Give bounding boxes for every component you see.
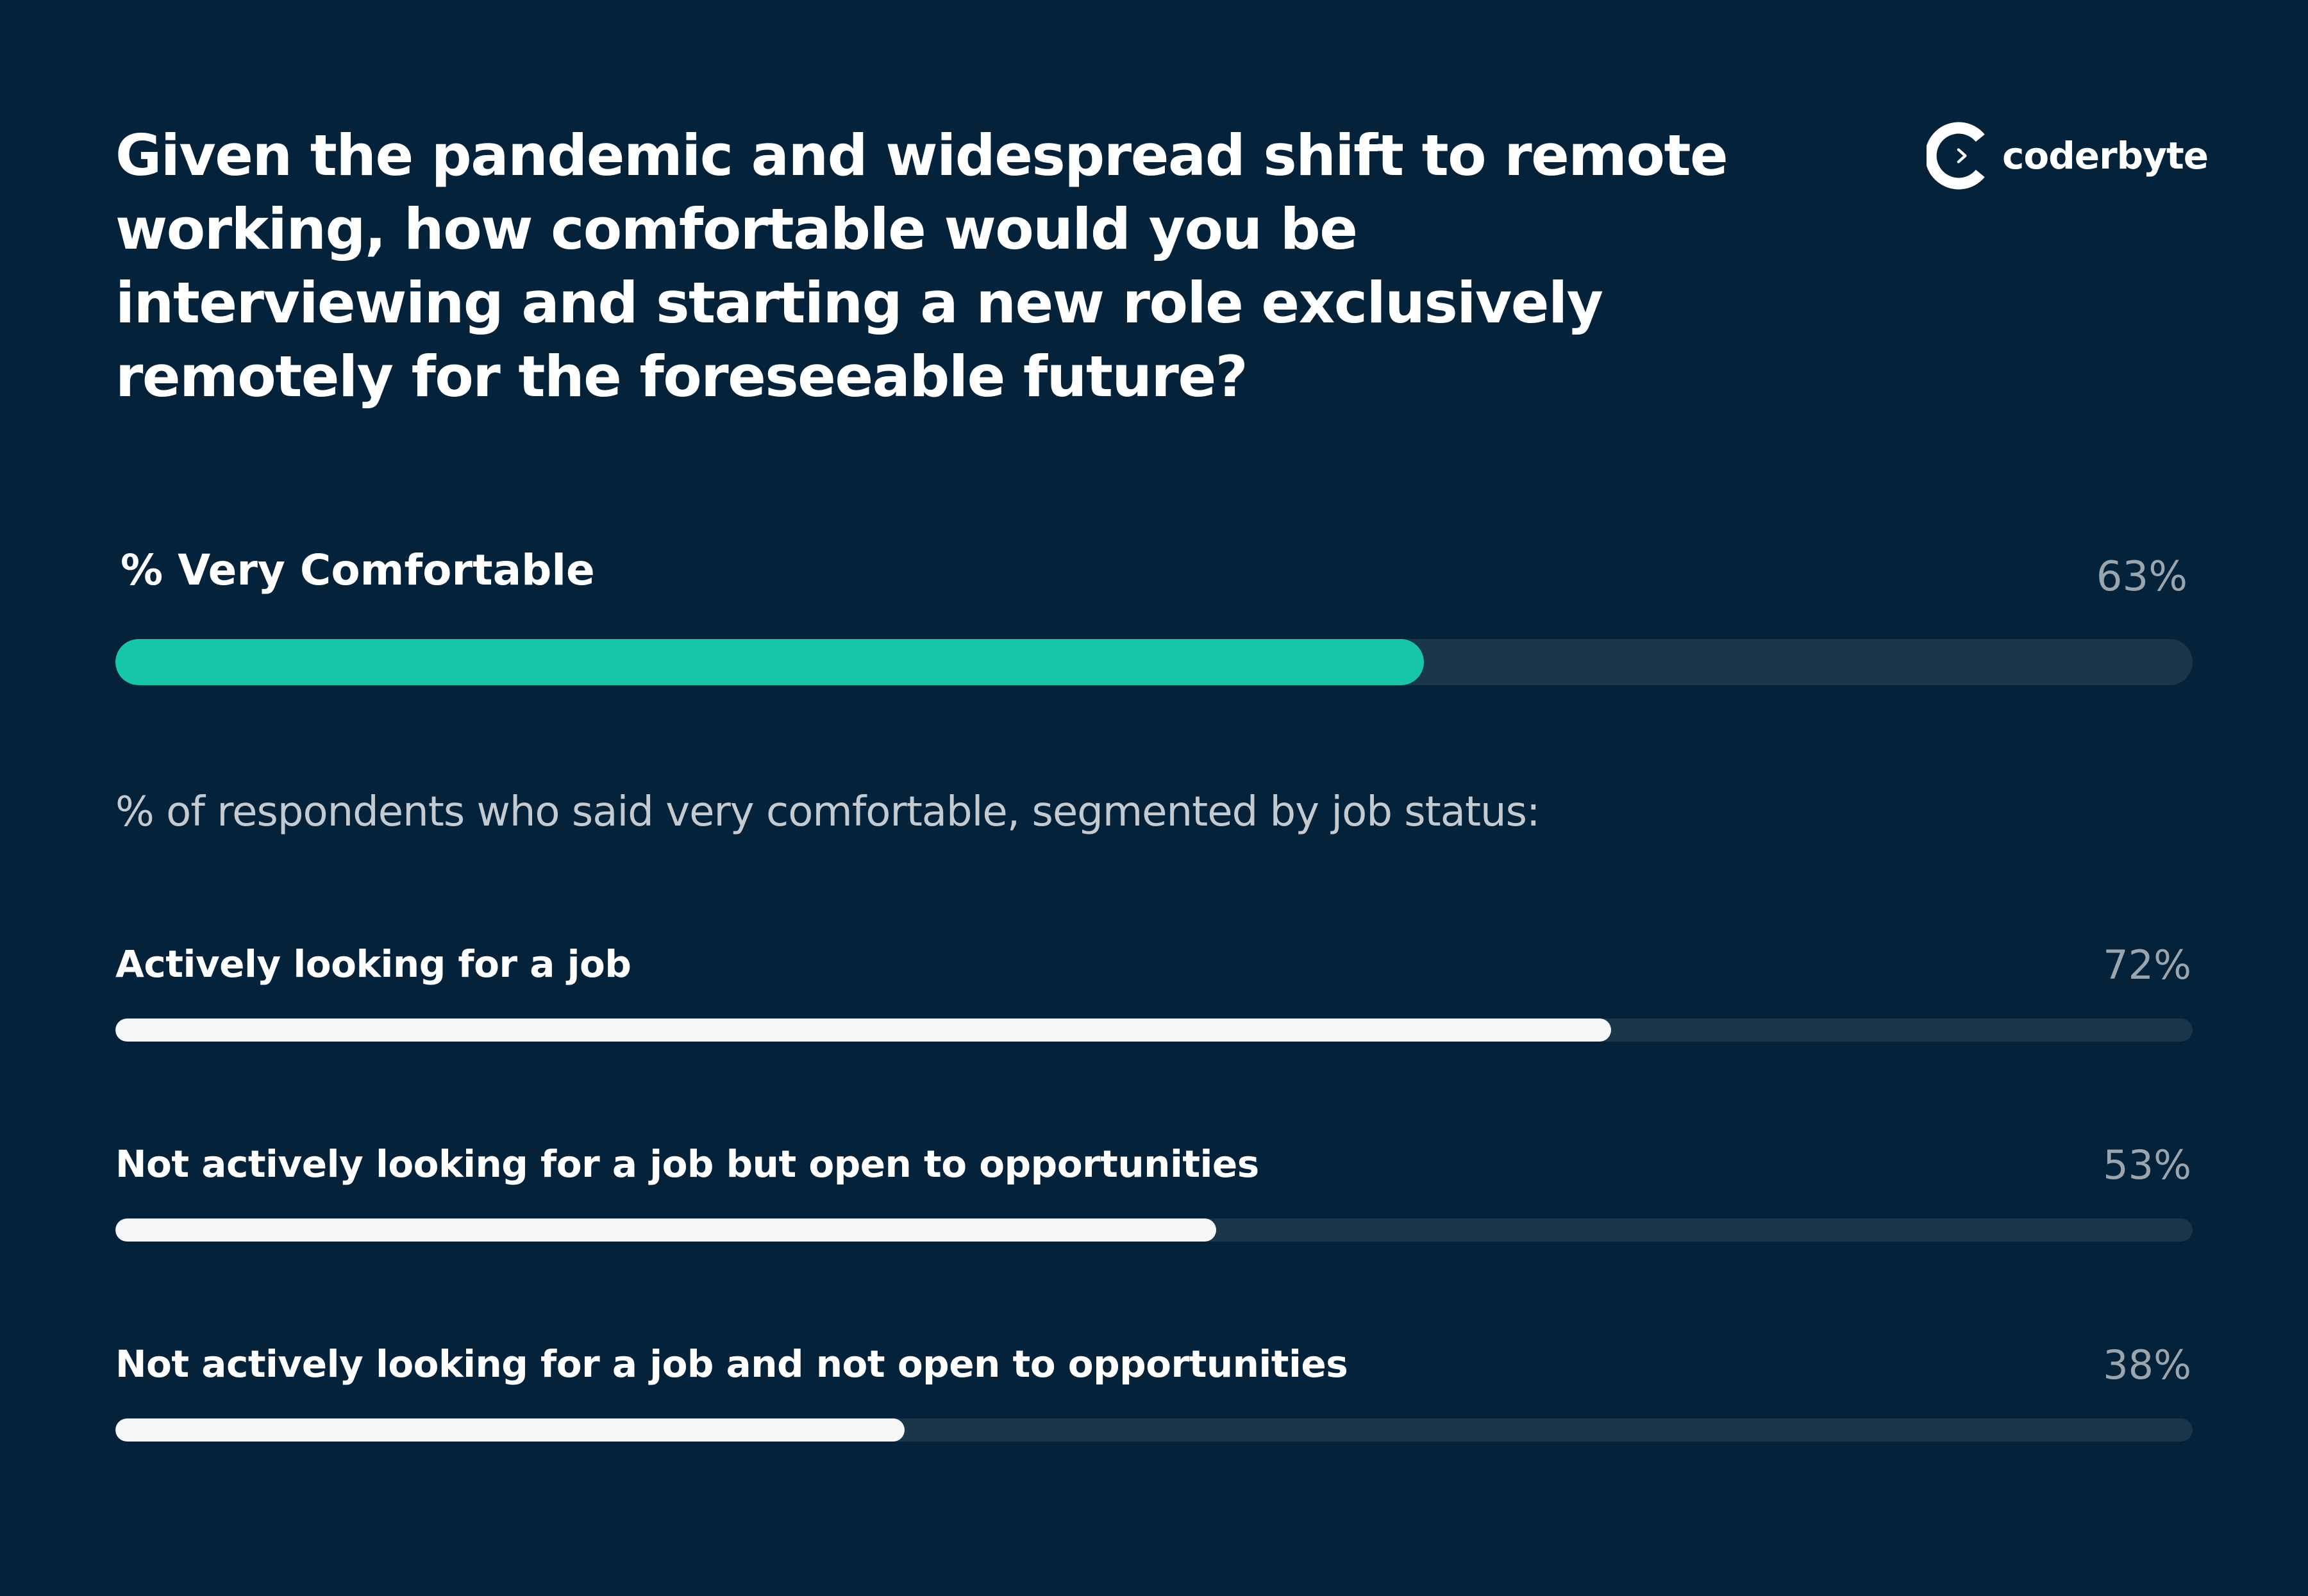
bar-fill-open-to-opportunities [115,1218,1217,1242]
bar-value-very-comfortable: 63% [2096,553,2187,601]
bar-value-open-to-opportunities: 53% [2103,1142,2191,1188]
brand-name: coderbyte [2002,134,2209,178]
brand-logo: coderbyte [1927,119,2209,192]
segment-subtitle: % of respondents who said very comfortab… [115,788,1540,836]
bar-track-open-to-opportunities [115,1218,2193,1242]
bar-fill-actively-looking [115,1018,1611,1042]
bar-fill-very-comfortable [115,639,1425,685]
bar-label-not-open-to-opportunities: Not actively looking for a job and not o… [115,1342,1348,1386]
bar-fill-not-open-to-opportunities [115,1418,905,1442]
bar-label-actively-looking: Actively looking for a job [115,942,631,986]
page-title: Given the pandemic and widespread shift … [115,122,1728,410]
bar-value-actively-looking: 72% [2103,942,2191,988]
bar-track-not-open-to-opportunities [115,1418,2193,1442]
bar-track-actively-looking [115,1018,2193,1042]
coderbyte-logo-icon [1927,122,1985,190]
bar-label-open-to-opportunities: Not actively looking for a job but open … [115,1142,1259,1186]
bar-value-not-open-to-opportunities: 38% [2103,1342,2191,1388]
bar-track-very-comfortable [115,639,2193,685]
bar-label-very-comfortable: % Very Comfortable [121,545,595,595]
